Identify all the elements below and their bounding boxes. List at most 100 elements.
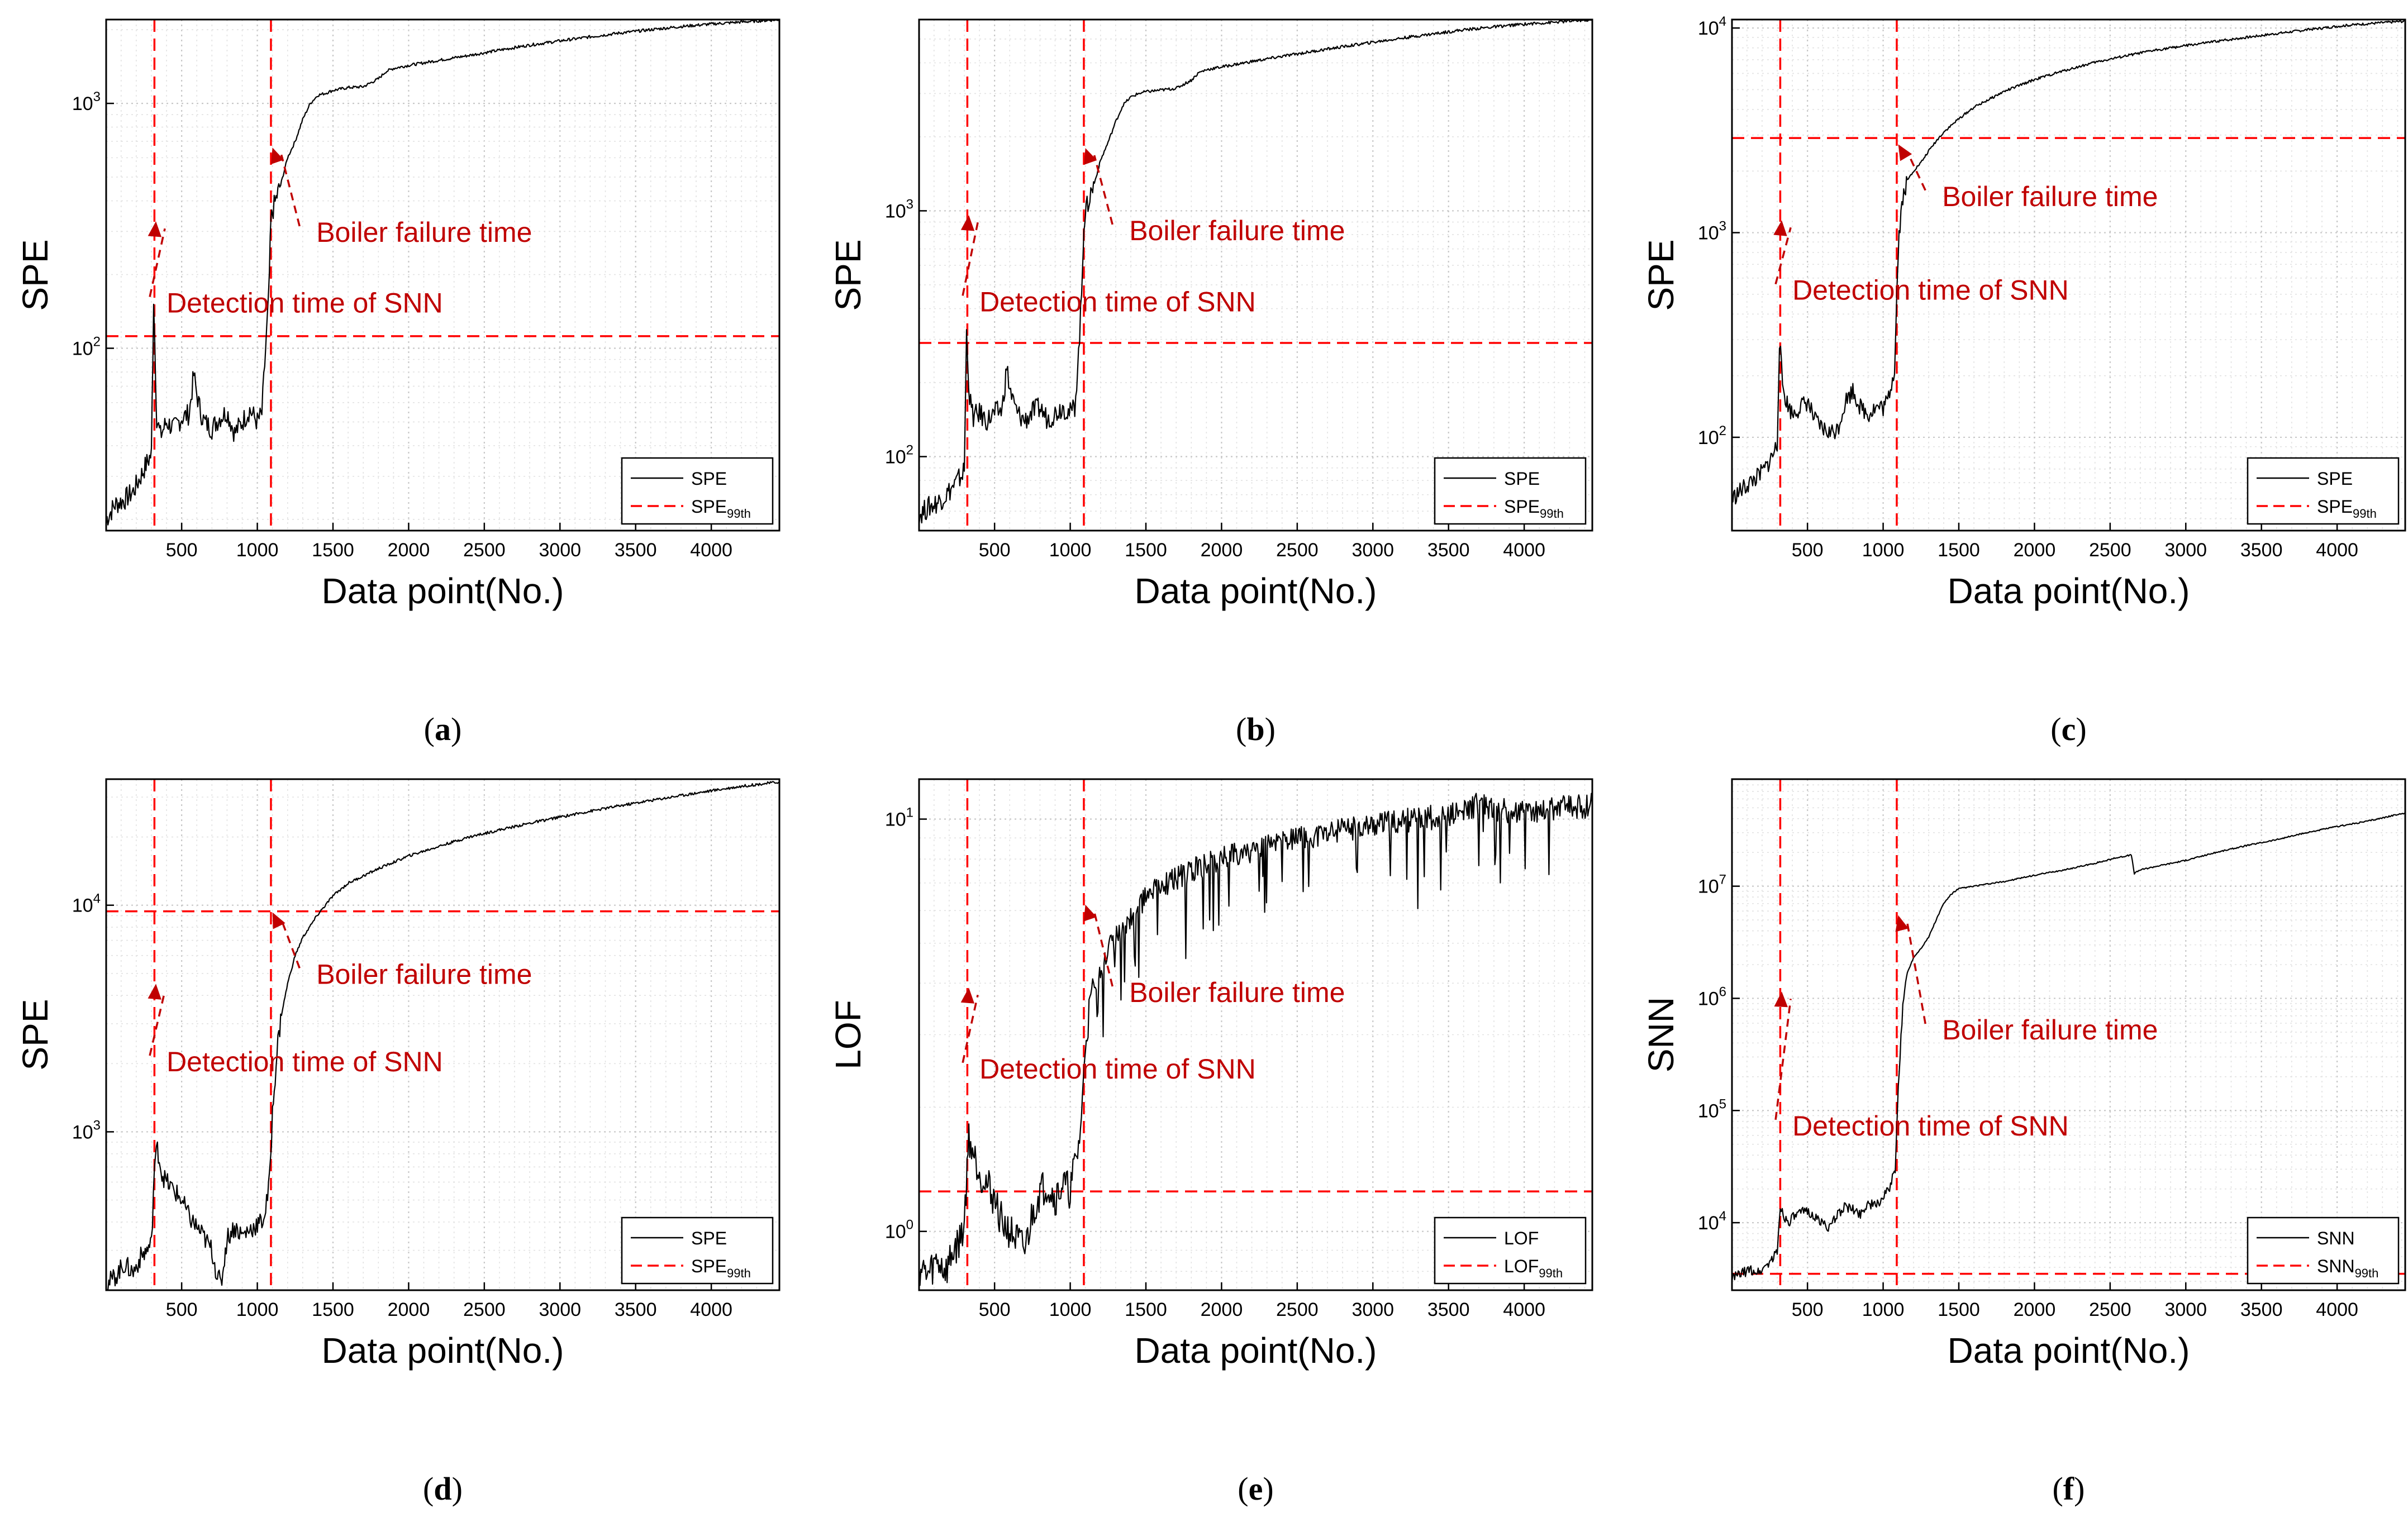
axes-box [105, 18, 781, 532]
y-tick-label: 102 [885, 443, 913, 468]
y-axis-label: SNN [1641, 997, 1681, 1072]
x-tick-label: 1500 [1125, 540, 1167, 561]
axes-box [918, 18, 1593, 532]
y-tick-label: 102 [72, 335, 101, 360]
series-line-spe [105, 19, 780, 526]
x-tick-label: 2500 [463, 540, 506, 561]
x-tick-label: 2500 [2089, 1299, 2131, 1320]
legend-entry-label: SPE [691, 1228, 727, 1248]
x-tick-label: 1500 [1938, 1299, 1980, 1320]
x-tick-label: 2500 [463, 1299, 506, 1320]
legend-entry-label: SNN [2317, 1228, 2355, 1248]
x-tick-label: 500 [1792, 1299, 1824, 1320]
axes-box [1731, 778, 2406, 1291]
y-axis-label: SPE [15, 999, 55, 1070]
annotation-detection-time: Detection time of SNN [979, 286, 1256, 317]
x-tick-label: 1000 [236, 540, 279, 561]
subfigure-label: (c) [2050, 711, 2086, 747]
subplot-c: Boiler failure time Detection time of SNN… [1641, 14, 2406, 747]
axes-box [1731, 18, 2406, 532]
annotation-arrow-shaft [149, 228, 166, 297]
y-axis-label: SPE [15, 239, 55, 311]
plot-area [106, 20, 779, 531]
series-line-spe [1731, 19, 2406, 505]
x-tick-label: 2000 [1201, 540, 1243, 561]
legend-entry-label: SPE [1504, 469, 1540, 489]
annotation-arrow-shaft [962, 995, 979, 1063]
annotation-arrow-head [1898, 144, 1912, 161]
series-line-snn [1731, 812, 2406, 1283]
x-axis-label: Data point(No.) [1948, 571, 2190, 611]
legend-entry-label: SPE [691, 469, 727, 489]
x-tick-label: 3500 [615, 540, 657, 561]
y-tick-label: 102 [1698, 423, 1726, 449]
legend: SPE SPE99th [1434, 457, 1587, 525]
legend-box [1434, 1216, 1587, 1285]
x-tick-label: 3000 [539, 540, 581, 561]
y-tick-label: 103 [1698, 219, 1726, 244]
annotation-detection-time: Detection time of SNN [166, 287, 443, 318]
subfigure-label: (f) [2053, 1471, 2085, 1507]
y-tick-label: 104 [1698, 1209, 1726, 1234]
annotation-boiler-failure: Boiler failure time [316, 958, 532, 990]
x-tick-label: 3000 [1351, 540, 1394, 561]
annotation-arrow-shaft [1093, 155, 1113, 225]
y-axis-label: LOF [828, 1000, 868, 1069]
x-tick-label: 2500 [2089, 540, 2131, 561]
legend: SPE SPE99th [2247, 457, 2400, 525]
legend-entry-label: SNN99th [2317, 1256, 2378, 1280]
subplot-d: Boiler failure time Detection time of SNN… [15, 778, 781, 1507]
annotation-arrow-head [1774, 991, 1788, 1008]
legend-entry-label: SPE99th [1504, 497, 1564, 521]
x-tick-label: 3000 [1351, 1299, 1394, 1320]
x-tick-label: 3500 [615, 1299, 657, 1320]
legend: SNN SNN99th [2247, 1216, 2400, 1285]
x-tick-label: 4000 [2316, 540, 2358, 561]
subfigure-label: (d) [423, 1471, 463, 1507]
annotation-arrow-head [147, 984, 161, 1000]
annotation-arrow-head [147, 221, 162, 237]
legend-entry-label: SPE99th [2317, 497, 2377, 521]
x-tick-label: 3500 [2240, 1299, 2283, 1320]
annotation-arrow-shaft [149, 990, 166, 1056]
legend-entry-label: SPE99th [691, 497, 751, 521]
y-tick-label: 101 [885, 805, 913, 831]
annotation-arrow-head [960, 987, 975, 1004]
x-tick-label: 3500 [2240, 540, 2283, 561]
annotation-boiler-failure: Boiler failure time [1942, 1014, 2158, 1046]
axes-box [918, 778, 1593, 1291]
y-tick-label: 105 [1698, 1096, 1726, 1122]
x-axis-label: Data point(No.) [322, 1330, 564, 1371]
x-tick-label: 500 [1792, 540, 1824, 561]
annotation-arrow-shaft [280, 919, 301, 969]
x-tick-label: 1000 [1862, 540, 1905, 561]
x-tick-label: 1500 [312, 1299, 354, 1320]
x-tick-label: 500 [979, 540, 1011, 561]
annotation-arrow-head [1084, 148, 1097, 165]
subfigure-label: (e) [1238, 1471, 1273, 1507]
plot-area [919, 20, 1592, 531]
x-tick-label: 500 [979, 1299, 1011, 1320]
x-tick-label: 4000 [690, 1299, 732, 1320]
subplot-f: Boiler failure time Detection time of SNN… [1641, 778, 2406, 1507]
legend-entry-label: LOF99th [1504, 1256, 1563, 1280]
plot-area [1732, 20, 2405, 531]
annotation-arrow-shaft [1906, 922, 1926, 1024]
legend-entry-label: SPE99th [691, 1256, 751, 1280]
annotation-boiler-failure: Boiler failure time [1129, 977, 1345, 1008]
subplot-b: Boiler failure time Detection time of SNN… [828, 18, 1593, 747]
plot-area [106, 779, 779, 1290]
annotation-arrow-shaft [1906, 151, 1926, 191]
x-tick-label: 2000 [2014, 1299, 2056, 1320]
legend-box [621, 457, 774, 525]
x-axis-label: Data point(No.) [1135, 1330, 1377, 1371]
subfigure-label: (a) [424, 711, 462, 747]
x-axis-label: Data point(No.) [1135, 571, 1377, 611]
annotation-arrow-shaft [1774, 227, 1792, 285]
x-tick-label: 3000 [2164, 540, 2207, 561]
annotation-detection-time: Detection time of SNN [166, 1046, 443, 1077]
subplot-e: Boiler failure time Detection time of SNN… [828, 778, 1593, 1507]
x-tick-label: 2000 [1201, 1299, 1243, 1320]
x-tick-label: 3500 [1427, 1299, 1470, 1320]
